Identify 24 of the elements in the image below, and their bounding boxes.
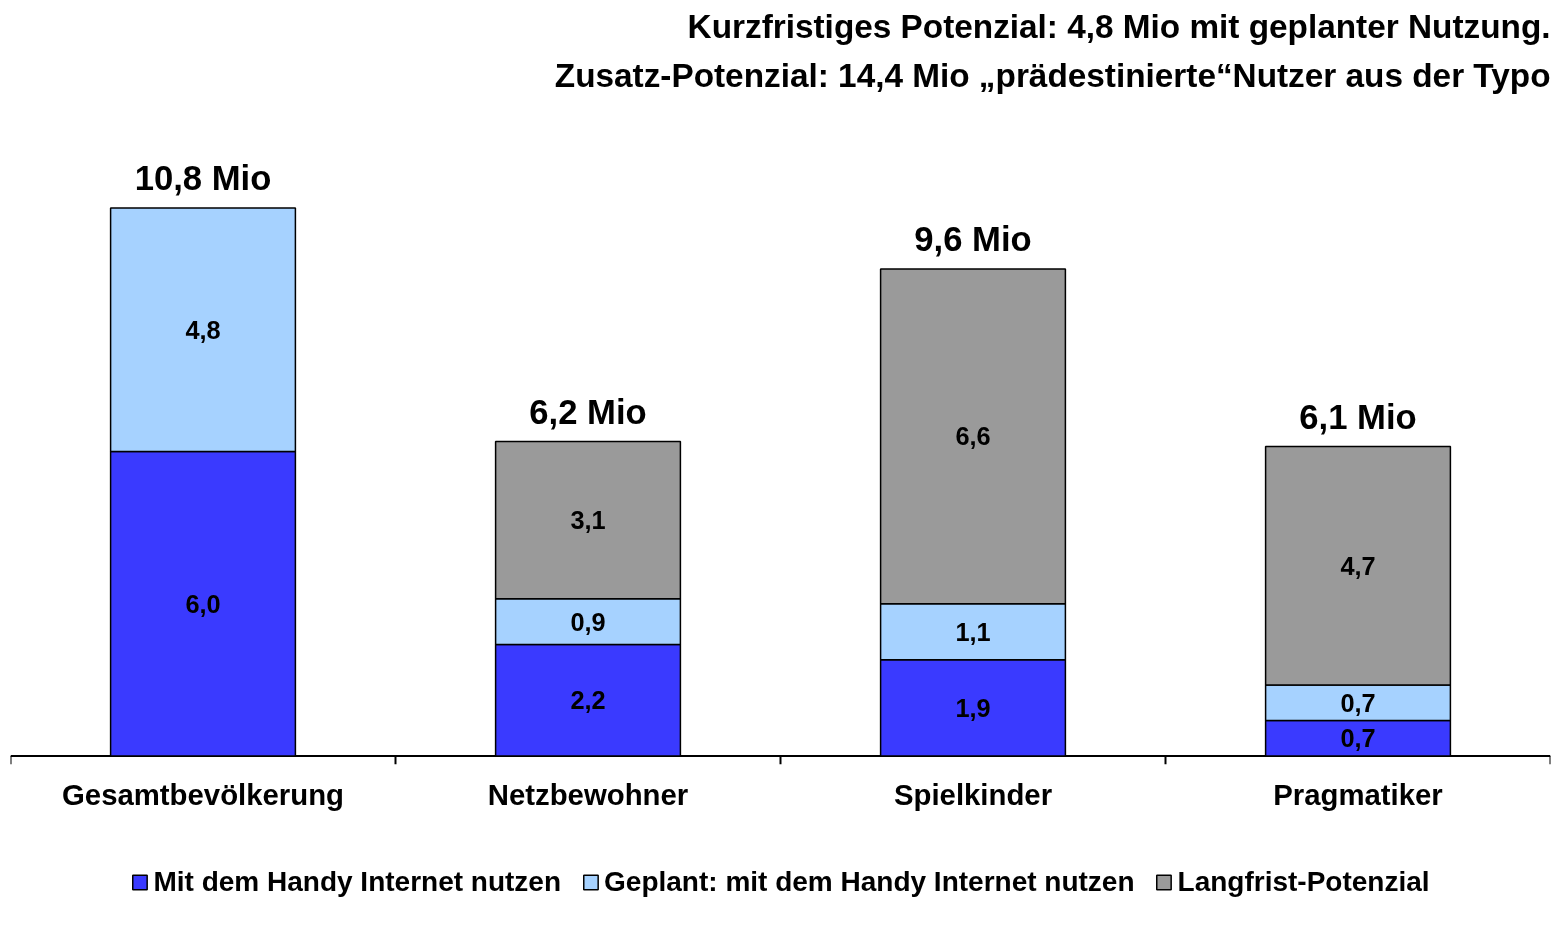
x-tick-label: Spielkinder xyxy=(893,777,1053,811)
total-label: 6,2 Mio xyxy=(529,392,647,431)
total-label: 10,8 Mio xyxy=(134,159,272,198)
data-label: 4,7 xyxy=(1340,551,1376,580)
data-label: 0,7 xyxy=(1340,688,1376,717)
legend-label: Langfrist-Potenzial xyxy=(1177,866,1430,898)
data-label: 4,8 xyxy=(185,315,221,344)
chart-subtitle: Zusatz-Potenzial: 14,4 Mio „prädestinierte“Nutzer aus der Typo xyxy=(554,56,1551,94)
data-label: 6,0 xyxy=(185,589,221,618)
legend-label: Geplant: mit dem Handy Internet nutzen xyxy=(604,866,1135,898)
x-tick-label: Gesamtbevölkerung xyxy=(62,777,344,811)
chart-title: Kurzfristiges Potenzial: 4,8 Mio mit geplanter Nutzung. xyxy=(687,7,1551,45)
legend-label: Mit dem Handy Internet nutzen xyxy=(153,866,562,898)
data-label: 0,9 xyxy=(570,607,606,636)
x-tick-label: Netzbewohner xyxy=(487,777,689,811)
data-label: 1,9 xyxy=(955,693,991,722)
data-label: 2,2 xyxy=(570,686,606,715)
data-label: 3,1 xyxy=(570,506,606,535)
total-label: 9,6 Mio xyxy=(914,220,1032,259)
data-label: 1,1 xyxy=(955,617,991,646)
x-tick-label: Pragmatiker xyxy=(1273,777,1443,811)
data-label: 6,6 xyxy=(955,422,991,451)
total-label: 6,1 Mio xyxy=(1299,397,1417,436)
data-label: 0,7 xyxy=(1340,724,1376,753)
